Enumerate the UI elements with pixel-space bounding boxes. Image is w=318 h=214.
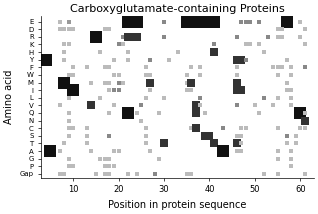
Title: Carboxyglutamate-containing Proteins: Carboxyglutamate-containing Proteins [70, 4, 285, 14]
X-axis label: Position in protein sequence: Position in protein sequence [108, 200, 247, 210]
Y-axis label: Amino acid: Amino acid [4, 70, 14, 124]
